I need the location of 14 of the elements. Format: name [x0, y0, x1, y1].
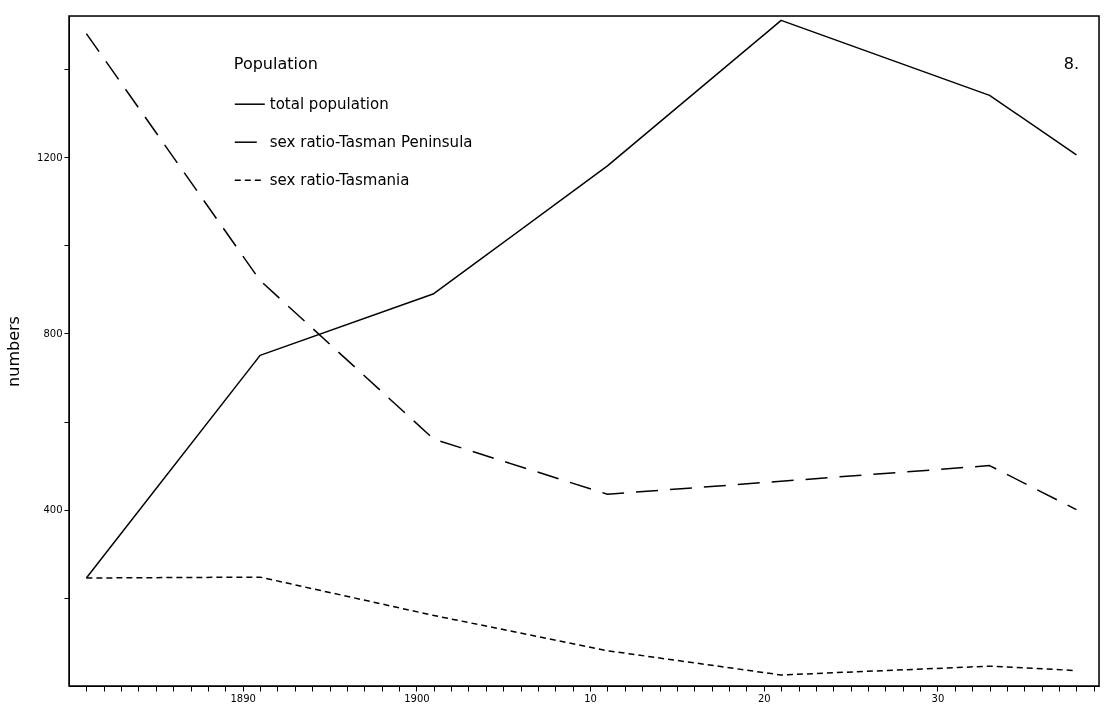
y-tick-label: 1200 — [37, 151, 63, 163]
legend-title: Population — [233, 54, 318, 74]
y-axis-title: numbers — [4, 316, 24, 387]
annotation: 8. — [1063, 54, 1079, 73]
legend-label: total population — [269, 95, 389, 114]
x-tick-label: 1890 — [230, 692, 256, 704]
x-tick-label: 30 — [931, 692, 945, 704]
x-tick-label: 1900 — [404, 692, 430, 704]
y-tick-label: 400 — [43, 504, 63, 516]
legend-label: sex ratio-Tasman Peninsula — [269, 133, 473, 152]
x-tick-label: 10 — [584, 692, 597, 704]
legend-label: sex ratio-Tasmania — [269, 171, 410, 190]
y-tick-label: 800 — [43, 327, 63, 339]
x-tick-label: 20 — [757, 692, 771, 704]
